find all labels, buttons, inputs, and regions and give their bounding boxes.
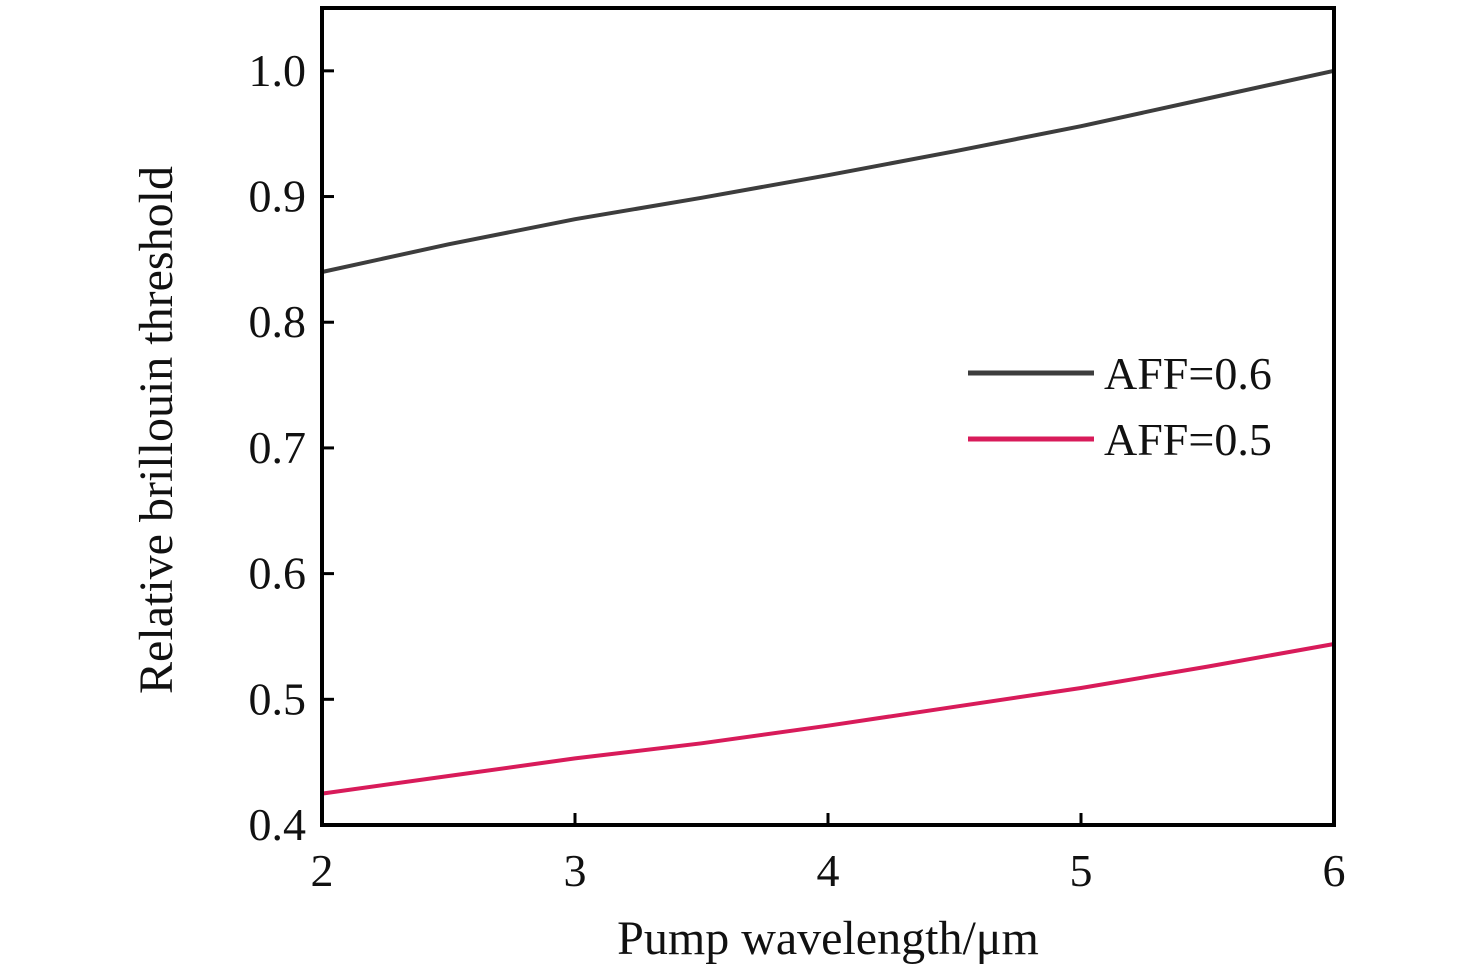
plot-frame	[320, 6, 1336, 827]
y-tick-labels: 0.4 0.5 0.6 0.7 0.8 0.9 1.0	[249, 45, 307, 850]
series-layer	[320, 68, 1336, 796]
legend-label-1: AFF=0.6	[1104, 348, 1272, 399]
y-tick-label: 0.7	[249, 422, 307, 473]
series-line-1	[320, 68, 1336, 274]
y-tick-label: 0.4	[249, 799, 307, 850]
x-tick-label: 5	[1070, 845, 1093, 896]
x-tick-label: 3	[564, 845, 587, 896]
series-line-2	[320, 642, 1336, 796]
y-axis-title: Relative brillouin threshold	[130, 166, 183, 694]
y-tick-label: 0.6	[249, 548, 307, 599]
x-tick-labels: 2 3 4 5 6	[311, 845, 1346, 896]
y-tick-label: 0.5	[249, 673, 307, 724]
y-tick-label: 0.8	[249, 296, 307, 347]
y-tick-label: 0.9	[249, 171, 307, 222]
legend: AFF=0.6 AFF=0.5	[968, 348, 1272, 465]
x-axis-title: Pump wavelength/μm	[617, 912, 1039, 965]
x-tick-label: 4	[817, 845, 840, 896]
x-tick-label: 2	[311, 845, 334, 896]
y-tick-label: 1.0	[249, 45, 307, 96]
legend-label-2: AFF=0.5	[1104, 414, 1272, 465]
x-tick-label: 6	[1323, 845, 1346, 896]
